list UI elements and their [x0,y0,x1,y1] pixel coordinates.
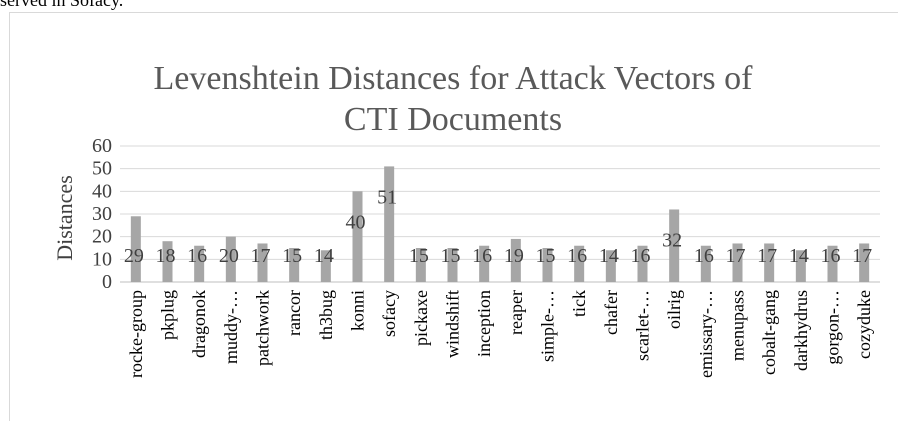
caption-fragment: served in Sofacy. [0,0,124,10]
bar [289,248,300,282]
chart-title-line-1: Levenshtein Distances for Attack Vectors… [154,60,754,97]
bar [352,191,363,282]
bar [479,245,490,282]
bar [574,245,585,282]
bar [542,248,553,282]
bar [320,250,331,282]
data-label: 16 [187,245,207,267]
bars [130,166,870,282]
chart-area [9,12,898,421]
category-label: oilrig [664,290,684,329]
category-label: dragonok [189,290,209,358]
category-labels: rocke-group pkplug dragonok muddy-… patchwor… [126,290,874,378]
bar [859,243,870,282]
category-label: konni [348,290,368,331]
category-label: sofacy [379,290,399,337]
bar [700,245,711,282]
chart-title-line-2: CTI Documents [344,101,562,138]
category-label: cozyduke [854,290,874,359]
bar [130,216,141,282]
data-label: 17 [251,245,271,267]
data-label: 16 [694,245,714,267]
category-label: muddy-… [221,290,241,364]
category-label: scarlet-… [633,290,653,361]
bar [384,166,395,282]
category-label: gorgon-… [823,290,843,365]
data-label: 29 [124,245,144,267]
category-label: patchwork [253,290,273,366]
data-label: 40 [346,211,366,233]
bar [827,245,838,282]
data-label: 16 [631,245,651,267]
bar [225,236,236,282]
category-label: rancor [284,290,304,336]
bar [257,243,268,282]
category-label: reaper [506,290,526,335]
data-label: 51 [377,186,397,208]
data-label: 15 [282,245,302,267]
data-label: 14 [599,245,619,267]
category-label: pickaxe [411,290,431,346]
y-tick-label: 20 [92,226,112,248]
y-tick-label: 40 [92,180,112,202]
data-label: 16 [567,245,587,267]
bar [732,243,743,282]
y-tick-label: 50 [92,158,112,180]
category-label: emissary-… [696,290,716,378]
bar [764,243,775,282]
data-label: 18 [156,245,176,267]
category-label: cobalt-gang [759,290,779,375]
data-label: 16 [821,245,841,267]
data-label: 32 [662,229,682,251]
bar [795,250,806,282]
bar [447,248,458,282]
y-tick-label: 10 [92,248,112,270]
category-label: darkhydrus [791,290,811,371]
data-label: 14 [789,245,809,267]
bar [510,238,521,282]
category-label: chafer [601,290,621,335]
data-label: 20 [219,245,239,267]
data-label: 17 [757,245,777,267]
bar [637,245,648,282]
category-label: simple-… [538,290,558,362]
data-label: 15 [536,245,556,267]
data-label: 15 [409,245,429,267]
y-tick-label: 30 [92,203,112,225]
data-label: 16 [472,245,492,267]
data-label: 14 [314,245,334,267]
category-label: windshift [443,290,463,358]
y-tick-label: 0 [102,271,112,293]
bar [194,245,205,282]
data-label: 15 [441,245,461,267]
bar [415,248,426,282]
data-label: 17 [852,245,872,267]
category-label: th3bug [316,290,336,340]
category-label: inception [474,290,494,357]
y-axis-title: Distances [52,175,77,261]
y-tick-label: 60 [92,135,112,157]
category-label: pkplug [158,290,178,340]
bar [605,250,616,282]
bar [669,209,680,282]
bar [162,241,173,282]
category-label: tick [569,290,589,317]
category-label: rocke-group [126,290,146,378]
data-labels: 29 18 16 20 17 15 14 40 51 15 15 16 19 15 16 14 16 32 16 17… [124,186,872,267]
gridlines [120,145,880,283]
category-label: menupass [728,290,748,361]
data-label: 17 [726,245,746,267]
data-label: 19 [504,245,524,267]
